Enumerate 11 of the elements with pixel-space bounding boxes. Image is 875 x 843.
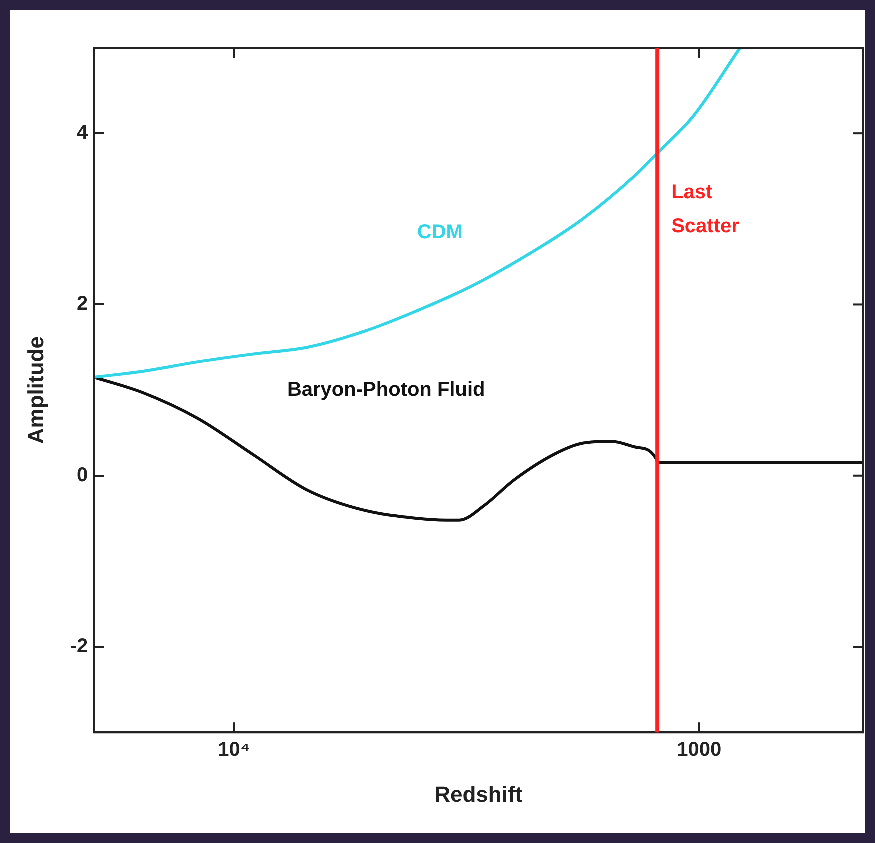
y-tick-label: 4	[77, 122, 90, 144]
x-axis-title: Redshift	[434, 782, 524, 807]
x-tick-label: 10⁴	[218, 739, 250, 762]
y-tick-label: 0	[77, 464, 88, 486]
x-tick-label: 1000	[677, 739, 722, 762]
y-tick-label: 2	[77, 293, 88, 316]
y-axis-title: Amplitude	[23, 336, 48, 444]
ref-line-label: Last Scatter	[672, 182, 740, 238]
annotation: CDM	[417, 221, 463, 244]
y-tick-label: -2	[70, 636, 88, 658]
annotation: Baryon-Photon Fluid	[287, 378, 486, 401]
